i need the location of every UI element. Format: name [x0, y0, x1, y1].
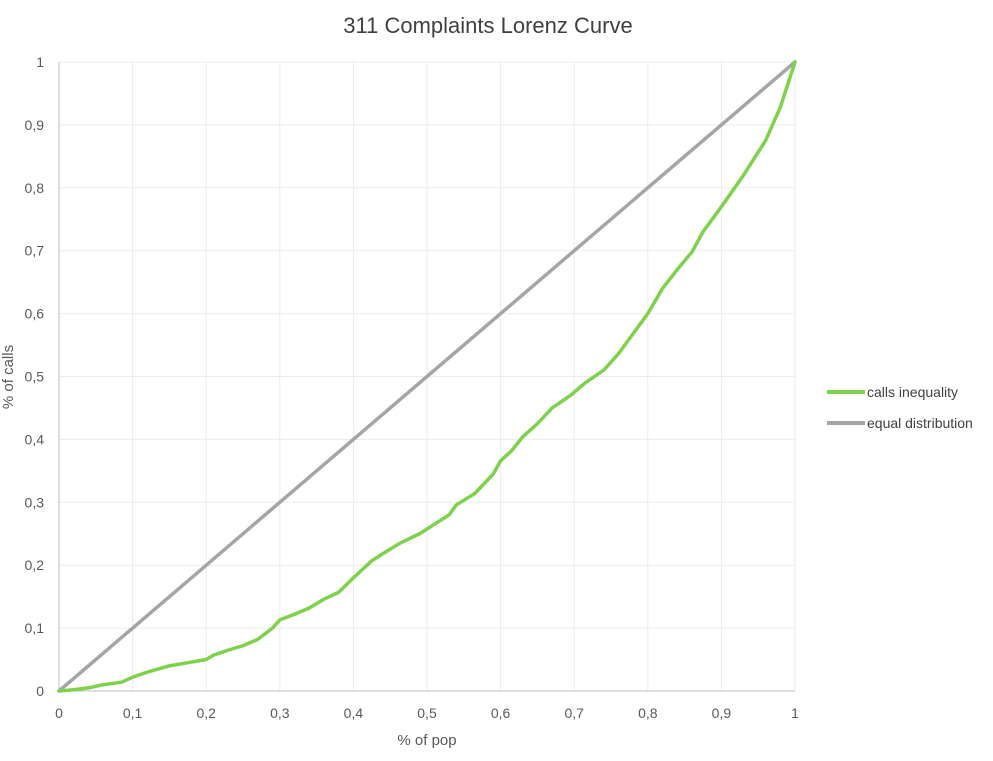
- x-tick-label: 0,6: [491, 705, 511, 721]
- y-tick-label: 0,3: [25, 494, 45, 510]
- y-tick-label: 0,6: [25, 306, 45, 322]
- y-tick-label: 0,5: [25, 369, 45, 385]
- gridlines: [59, 61, 796, 691]
- y-tick-label: 0,9: [25, 117, 45, 133]
- x-axis-title: % of pop: [397, 732, 456, 749]
- x-tick-label: 0,5: [417, 705, 437, 721]
- x-tick-label: 0,9: [712, 705, 732, 721]
- x-tick-label: 0,4: [344, 705, 364, 721]
- chart-title: 311 Complaints Lorenz Curve: [343, 13, 632, 38]
- legend: calls inequality equal distribution: [827, 384, 973, 431]
- series-layer: [57, 60, 797, 693]
- x-tick-label: 0,1: [123, 705, 143, 721]
- x-tick-label: 1: [791, 705, 799, 721]
- legend-label-calls-inequality: calls inequality: [867, 384, 958, 400]
- legend-label-equal-distribution: equal distribution: [867, 415, 973, 431]
- x-tick-label: 0,7: [564, 705, 584, 721]
- y-tick-label: 0,8: [25, 180, 45, 196]
- y-axis-title: % of calls: [0, 345, 17, 409]
- series-line-calls-inequality: [57, 60, 797, 693]
- x-tick-label: 0,8: [638, 705, 658, 721]
- x-tick-label: 0: [55, 705, 63, 721]
- series-line-equal-distribution: [57, 60, 797, 693]
- y-tick-label: 0,2: [25, 557, 45, 573]
- y-tick-label: 0: [36, 683, 44, 699]
- y-tick-label: 1: [36, 54, 44, 70]
- axes: [58, 62, 795, 692]
- y-tick-label: 0,4: [25, 431, 45, 447]
- x-tick-label: 0,2: [196, 705, 216, 721]
- tick-labels: 0 0,1 0,2 0,3 0,4 0,5 0,6 0,7 0,8 0,9 1 0 0,1 0,2 0,3 0…: [25, 54, 800, 721]
- y-tick-label: 0,1: [25, 620, 45, 636]
- y-tick-label: 0,7: [25, 243, 45, 259]
- x-tick-label: 0,3: [270, 705, 290, 721]
